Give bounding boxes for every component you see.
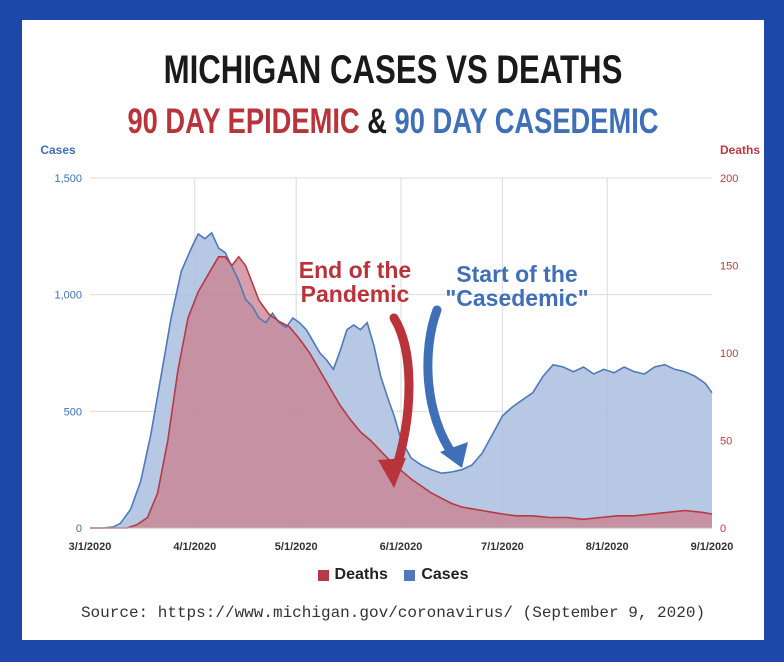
x-tick-label: 4/1/2020 (173, 541, 216, 553)
data-areas (90, 231, 713, 529)
source-caption: Source: https://www.michigan.gov/coronav… (80, 604, 706, 622)
x-tick-label: 8/1/2020 (586, 541, 629, 553)
legend-swatch-deaths (317, 569, 329, 581)
right-tick-label: 200 (720, 173, 738, 185)
x-tick-label: 9/1/2020 (691, 541, 734, 553)
annotation-blue-line2: "Casedemic" (445, 285, 588, 311)
chart-subtitle: 90 DAY EPIDEMIC & 90 DAY CASEDEMIC (104, 102, 683, 142)
left-axis-title: Cases (40, 143, 76, 157)
x-tick-label: 6/1/2020 (380, 541, 423, 553)
legend-item-cases: Cases (404, 566, 468, 584)
subtitle-epidemic: 90 DAY EPIDEMIC (127, 102, 360, 141)
annotations (378, 305, 468, 488)
legend-label-cases: Cases (421, 566, 469, 583)
chart-legend: Deaths Cases (22, 566, 764, 586)
left-tick-label: 500 (64, 406, 82, 418)
annotation-blue-line1: Start of the (456, 261, 577, 287)
blue-arrowhead-icon (440, 442, 468, 468)
right-tick-label: 50 (720, 436, 732, 448)
blue-arrow (423, 305, 459, 461)
x-tick-label: 3/1/2020 (69, 541, 112, 553)
deaths-line (90, 255, 713, 529)
cases-line (90, 231, 713, 529)
left-tick-label: 0 (76, 523, 82, 535)
red-arrow (389, 313, 414, 480)
axes: 3/1/2020 4/1/2020 5/1/2020 6/1/2020 7/1/2020… (40, 143, 760, 553)
right-tick-label: 100 (720, 348, 738, 360)
legend-swatch-cases (404, 569, 416, 581)
red-arrowhead-icon (378, 458, 406, 488)
legend-item-deaths: Deaths (317, 566, 388, 584)
subtitle-ampersand: & (367, 102, 387, 141)
left-tick-label: 1,000 (54, 290, 82, 302)
right-tick-label: 0 (720, 523, 726, 535)
chart-title: MICHIGAN CASES VS DEATHS (163, 48, 623, 92)
chart-svg: 3/1/2020 4/1/2020 5/1/2020 6/1/2020 7/1/2020… (40, 143, 760, 553)
right-axis-title: Deaths (720, 143, 760, 157)
subtitle-casedemic: 90 DAY CASEDEMIC (394, 102, 659, 141)
annotation-red-line2: Pandemic (301, 281, 410, 307)
x-tick-label: 7/1/2020 (481, 541, 524, 553)
left-tick-label: 1,500 (54, 173, 82, 185)
right-tick-label: 150 (720, 261, 738, 273)
legend-label-deaths: Deaths (334, 566, 388, 583)
annotation-red-line1: End of the (299, 257, 411, 283)
deaths-area (90, 256, 712, 528)
chart-card: MICHIGAN CASES VS DEATHS 90 DAY EPIDEMIC… (22, 20, 764, 640)
x-tick-label: 5/1/2020 (275, 541, 318, 553)
